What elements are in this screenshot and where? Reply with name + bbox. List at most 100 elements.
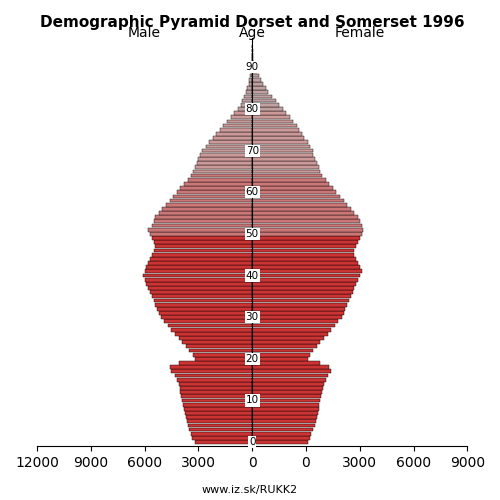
- Bar: [220, 128, 252, 132]
- Bar: [178, 361, 252, 365]
- Bar: [152, 253, 252, 256]
- Text: 20: 20: [246, 354, 259, 364]
- Bar: [248, 86, 252, 90]
- Bar: [252, 161, 317, 165]
- Bar: [252, 94, 272, 98]
- Bar: [252, 398, 320, 402]
- Bar: [195, 357, 252, 360]
- Bar: [252, 290, 352, 294]
- Text: 30: 30: [246, 312, 259, 322]
- Bar: [186, 344, 252, 348]
- Text: 80: 80: [246, 104, 259, 114]
- Text: Female: Female: [334, 26, 385, 40]
- Bar: [252, 153, 313, 156]
- Bar: [252, 66, 255, 69]
- Bar: [252, 194, 340, 198]
- Bar: [170, 198, 252, 202]
- Bar: [186, 415, 252, 419]
- Bar: [184, 407, 252, 410]
- Bar: [148, 228, 252, 232]
- Bar: [252, 211, 354, 215]
- Bar: [252, 324, 334, 328]
- Bar: [164, 320, 252, 323]
- Bar: [252, 357, 308, 360]
- Bar: [191, 432, 252, 436]
- Bar: [184, 182, 252, 186]
- Bar: [252, 432, 312, 436]
- Bar: [252, 378, 326, 382]
- Text: 0: 0: [249, 437, 256, 447]
- Bar: [154, 298, 252, 302]
- Bar: [252, 344, 317, 348]
- Bar: [252, 411, 318, 415]
- Bar: [144, 270, 252, 273]
- Bar: [202, 148, 252, 152]
- Bar: [252, 203, 348, 206]
- Bar: [156, 303, 252, 306]
- Bar: [252, 70, 257, 73]
- Bar: [252, 170, 320, 173]
- Bar: [242, 98, 252, 102]
- Bar: [185, 411, 252, 415]
- Bar: [192, 436, 252, 440]
- Bar: [180, 186, 252, 190]
- Bar: [172, 370, 252, 373]
- Bar: [252, 278, 358, 281]
- Bar: [195, 440, 252, 444]
- Bar: [252, 307, 346, 310]
- Bar: [252, 436, 310, 440]
- Bar: [252, 382, 324, 386]
- Bar: [238, 107, 252, 111]
- Bar: [154, 248, 252, 252]
- Bar: [177, 378, 252, 382]
- Title: Demographic Pyramid Dorset and Somerset 1996: Demographic Pyramid Dorset and Somerset …: [40, 15, 465, 30]
- Bar: [252, 348, 313, 352]
- Bar: [252, 136, 304, 140]
- Bar: [200, 153, 252, 156]
- Bar: [252, 248, 354, 252]
- Bar: [252, 366, 330, 369]
- Bar: [252, 303, 348, 306]
- Bar: [252, 298, 349, 302]
- Bar: [252, 353, 310, 356]
- Bar: [209, 140, 252, 144]
- Bar: [148, 261, 252, 265]
- Bar: [196, 161, 252, 165]
- Bar: [146, 266, 252, 269]
- Bar: [150, 232, 252, 235]
- Bar: [157, 307, 252, 310]
- Bar: [252, 53, 253, 56]
- Bar: [248, 82, 252, 86]
- Bar: [250, 78, 252, 82]
- Bar: [252, 420, 316, 423]
- Bar: [252, 428, 313, 432]
- Text: 50: 50: [246, 229, 259, 239]
- Bar: [252, 316, 342, 319]
- Bar: [177, 190, 252, 194]
- Bar: [152, 294, 252, 298]
- Bar: [178, 382, 252, 386]
- Bar: [183, 403, 252, 406]
- Bar: [174, 194, 252, 198]
- Bar: [252, 403, 320, 406]
- Bar: [252, 394, 321, 398]
- Bar: [251, 70, 252, 73]
- Bar: [154, 240, 252, 244]
- Bar: [216, 132, 252, 136]
- Text: Male: Male: [128, 26, 161, 40]
- Bar: [190, 348, 252, 352]
- Bar: [252, 361, 320, 365]
- Bar: [172, 328, 252, 332]
- Bar: [154, 220, 252, 223]
- Bar: [252, 166, 318, 169]
- Bar: [193, 170, 252, 173]
- Bar: [252, 253, 354, 256]
- Text: 90: 90: [246, 62, 259, 72]
- Bar: [146, 282, 252, 286]
- Bar: [175, 374, 252, 378]
- Bar: [144, 278, 252, 281]
- Bar: [252, 174, 322, 178]
- Bar: [188, 424, 252, 428]
- Bar: [252, 111, 286, 115]
- Text: Age: Age: [239, 26, 266, 40]
